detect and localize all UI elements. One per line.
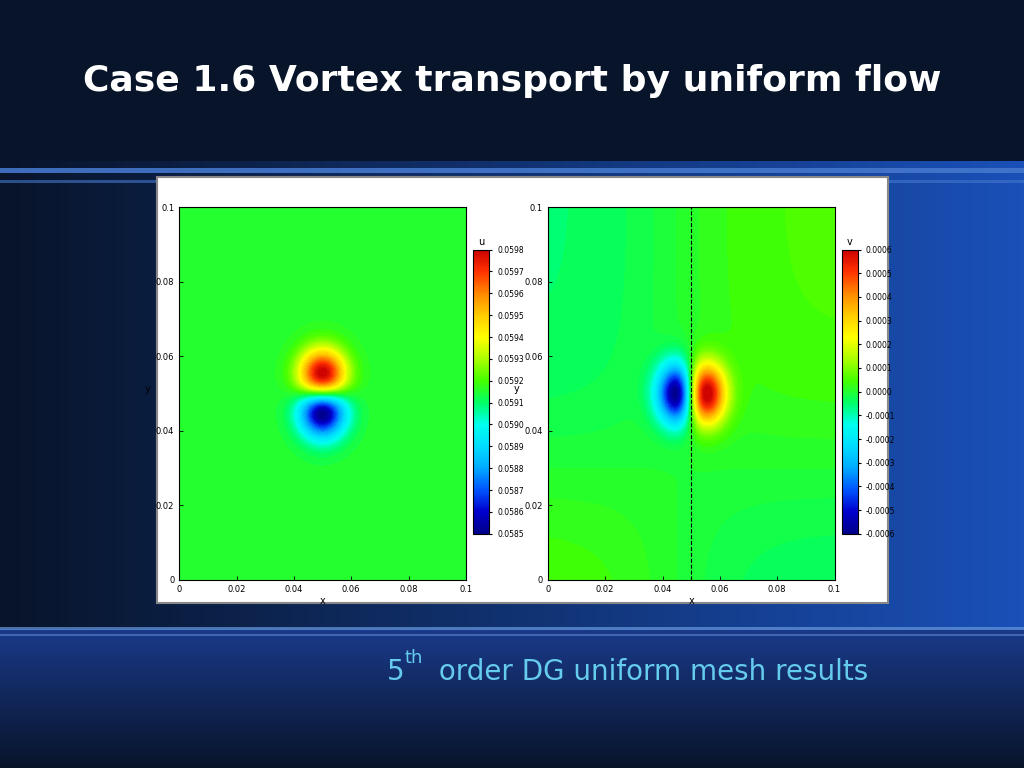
Bar bbox=[157, 177, 888, 603]
Text: th: th bbox=[404, 649, 423, 667]
X-axis label: x: x bbox=[319, 597, 326, 607]
Bar bbox=[0, 180, 1024, 183]
Bar bbox=[0, 0, 1024, 161]
Title: v: v bbox=[847, 237, 853, 247]
Y-axis label: y: y bbox=[144, 383, 151, 394]
Title: u: u bbox=[478, 237, 484, 247]
Bar bbox=[0, 634, 1024, 636]
Bar bbox=[0, 168, 1024, 173]
Text: 5: 5 bbox=[387, 657, 404, 686]
Text: Case 1.6 Vortex transport by uniform flow: Case 1.6 Vortex transport by uniform flo… bbox=[83, 64, 941, 98]
Y-axis label: y: y bbox=[513, 383, 519, 394]
Bar bbox=[0, 627, 1024, 630]
X-axis label: x: x bbox=[688, 597, 694, 607]
Text: order DG uniform mesh results: order DG uniform mesh results bbox=[430, 657, 868, 686]
